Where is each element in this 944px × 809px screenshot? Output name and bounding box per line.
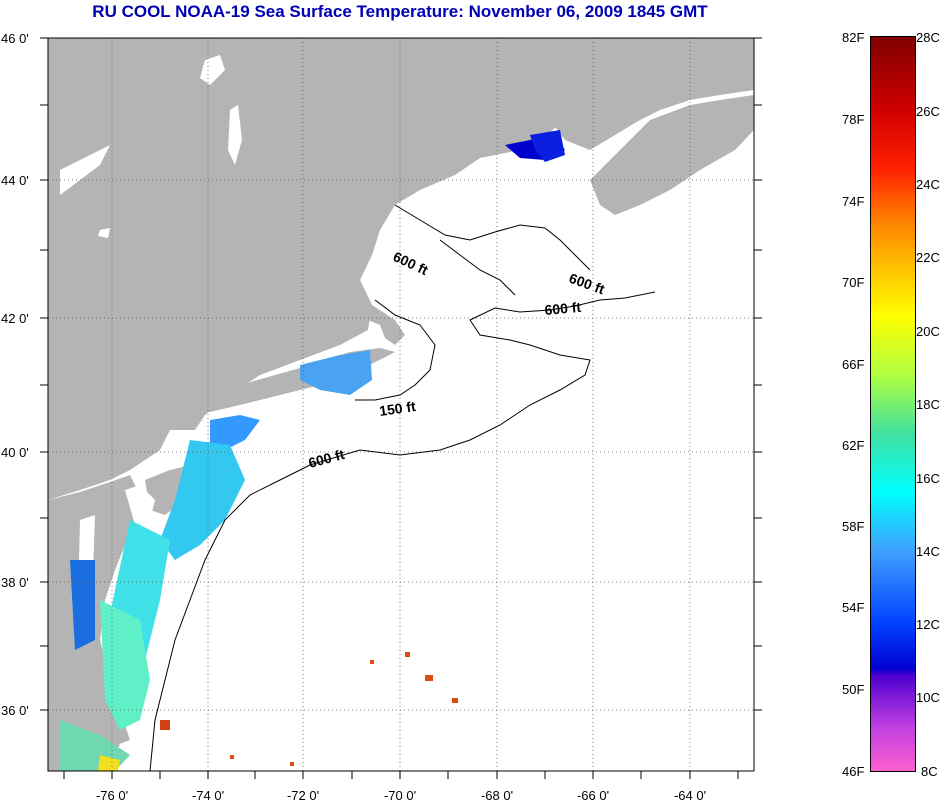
c-label: 24C [916,177,940,192]
c-label: 20C [916,324,940,339]
f-label: 74F [842,194,865,209]
latitude-labels: 46 0' 44 0' 42 0' 40 0' 38 0' 36 0' [1,31,29,718]
f-label: 62F [842,438,865,453]
f-label: 70F [842,275,865,290]
map-title: RU COOL NOAA-19 Sea Surface Temperature:… [92,2,708,21]
lon-label: -76 0' [96,788,128,803]
c-label: 8C [921,764,938,779]
tick-marks [40,37,762,779]
f-label: 66F [842,357,865,372]
lat-label: 42 0' [1,311,29,326]
graticule [48,38,754,771]
lat-label: 44 0' [1,173,29,188]
lat-label: 46 0' [1,31,29,46]
c-label: 28C [916,30,940,45]
lon-label: -64 0' [674,788,706,803]
c-label: 12C [916,617,940,632]
c-label: 26C [916,104,940,119]
c-label: 14C [916,544,940,559]
c-label: 22C [916,250,940,265]
contour-label-4: 150 ft [378,398,417,419]
c-label: 10C [916,690,940,705]
f-label: 78F [842,112,865,127]
map-frame [47,37,755,772]
f-label: 54F [842,600,865,615]
lat-label: 40 0' [1,445,29,460]
lon-label: -70 0' [384,788,416,803]
f-label: 50F [842,682,865,697]
lon-label: -74 0' [192,788,224,803]
contour-label-3: 600 ft [544,299,582,318]
c-label: 16C [916,471,940,486]
lat-label: 38 0' [1,575,29,590]
longitude-labels: -76 0' -74 0' -72 0' -70 0' -68 0' -66 0… [96,788,706,803]
c-label: 18C [916,397,940,412]
f-label: 82F [842,30,865,45]
depth-contours [149,204,656,772]
colorbar-gradient [870,36,916,772]
lon-label: -66 0' [577,788,609,803]
lon-label: -68 0' [481,788,513,803]
sst-data [60,130,565,771]
lon-label: -72 0' [287,788,319,803]
f-label: 58F [842,519,865,534]
f-label: 46F [842,764,865,779]
lat-label: 36 0' [1,703,29,718]
